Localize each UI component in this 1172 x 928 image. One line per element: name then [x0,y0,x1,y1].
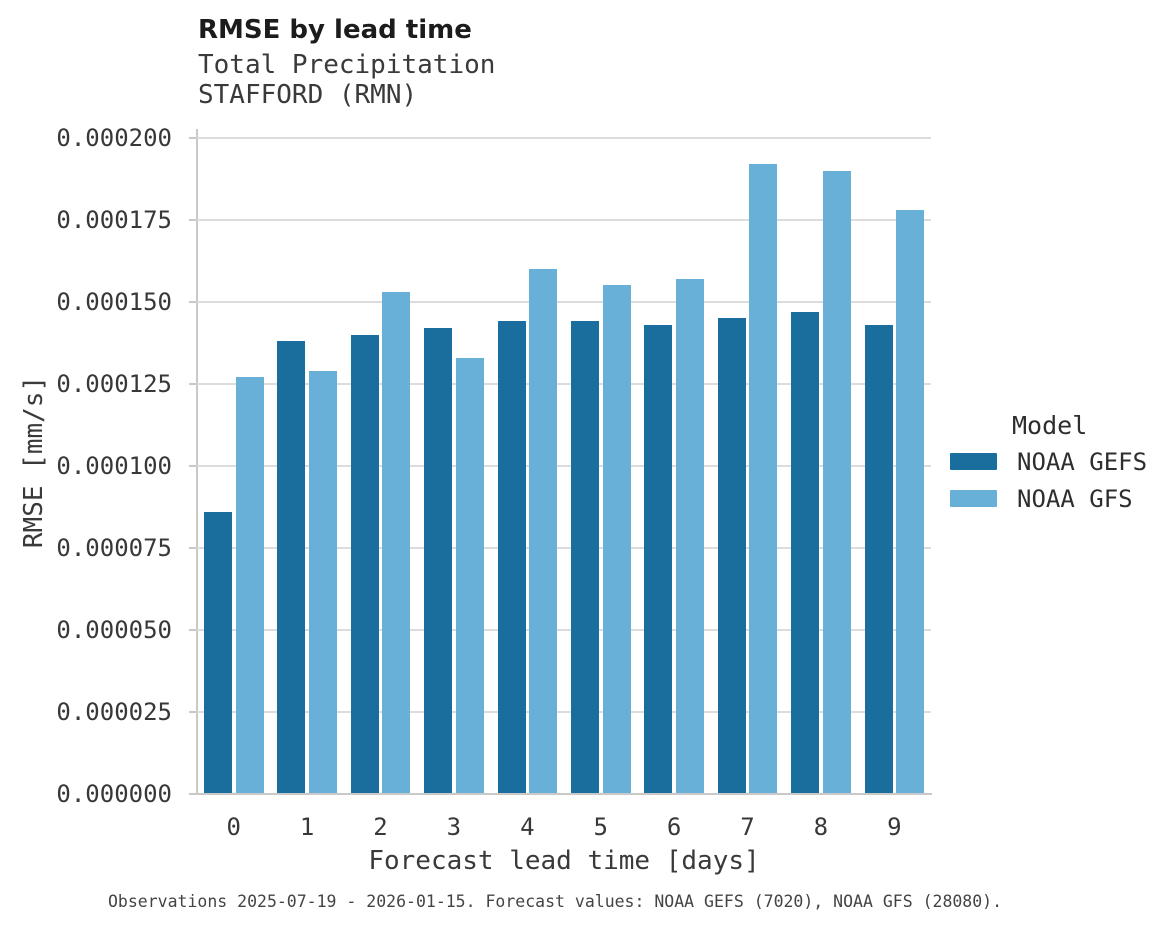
bar-noaa-gfs-lead-2 [382,291,411,794]
x-tick-label: 4 [520,813,535,841]
x-tick-label: 1 [299,813,315,841]
legend: Model NOAA GEFS NOAA GFS [950,410,1170,516]
gridline [197,546,931,549]
x-tick-label: 3 [446,813,462,841]
y-tick-label: 0.000075 [56,533,172,562]
x-tick-label: 8 [813,813,829,841]
x-tick-label: 7 [740,813,755,841]
bar-noaa-gfs-lead-4 [529,268,558,794]
page-title: RMSE by lead time [198,15,472,45]
bar-noaa-gefs-lead-0 [203,511,232,794]
legend-entry-noaa-gfs: NOAA GFS [950,481,1170,516]
x-tick-label: 6 [666,813,682,841]
x-axis-label: Forecast lead time [days] [368,846,760,876]
x-tick-label: 5 [593,813,608,841]
y-tick-label: 0.000175 [56,205,172,234]
legend-title: Model [1012,411,1088,440]
bar-noaa-gefs-lead-7 [717,318,746,794]
legend-label: NOAA GEFS [1017,447,1148,476]
bar-noaa-gefs-lead-6 [644,324,673,794]
y-tick-mark [189,546,197,549]
bar-noaa-gfs-lead-7 [749,163,778,794]
y-axis-spine [196,129,198,795]
legend-swatch [950,453,997,470]
bar-noaa-gefs-lead-2 [350,334,379,794]
legend-swatch [950,490,997,507]
gridline [197,218,931,221]
legend-entry-noaa-gefs: NOAA GEFS [950,444,1170,479]
bar-noaa-gfs-lead-9 [896,209,925,794]
gridline [197,300,931,303]
bar-noaa-gefs-lead-8 [791,311,820,794]
plot-area [197,129,931,794]
bar-noaa-gefs-lead-3 [424,328,453,794]
x-tick-label: 9 [887,813,902,841]
y-tick-mark [189,628,197,631]
x-axis-spine [196,793,932,795]
chart-subtitle-station: STAFFORD (RMN) [198,80,418,110]
bar-noaa-gfs-lead-0 [235,377,264,794]
gridline [197,382,931,385]
y-tick-label: 0.000150 [56,287,172,316]
bar-noaa-gfs-lead-8 [822,170,851,794]
legend-label: NOAA GFS [1017,484,1133,513]
gridline [197,628,931,631]
y-tick-label: 0.000025 [56,697,172,726]
bar-noaa-gefs-lead-9 [864,324,893,794]
y-tick-mark [189,464,197,467]
gridline [197,710,931,713]
bar-noaa-gefs-lead-1 [277,341,306,794]
y-tick-label: 0.000100 [56,451,172,480]
bar-noaa-gfs-lead-6 [675,278,704,794]
x-tick-label: 2 [373,813,388,841]
bar-noaa-gefs-lead-4 [497,321,526,794]
y-tick-mark [189,136,197,139]
gridline [197,464,931,467]
chart-caption: Observations 2025-07-19 - 2026-01-15. Fo… [108,892,1003,911]
bar-noaa-gfs-lead-1 [308,370,337,794]
y-tick-mark [189,793,197,795]
y-tick-label: 0.000050 [56,615,172,644]
y-tick-label: 0.000200 [56,123,172,152]
x-tick-label: 0 [226,813,241,841]
y-tick-mark [189,382,197,385]
legend-entries: NOAA GEFS NOAA GFS [950,444,1170,516]
chart-subtitle-variable: Total Precipitation [198,50,496,80]
y-tick-label: 0.000125 [56,369,172,398]
y-tick-mark [189,710,197,713]
bar-noaa-gfs-lead-3 [455,357,484,794]
y-tick-label: 0.000000 [56,780,172,808]
y-tick-mark [189,218,197,221]
y-tick-mark [189,300,197,303]
bar-noaa-gefs-lead-5 [570,321,599,794]
gridline [197,136,931,139]
bar-noaa-gfs-lead-5 [602,285,631,794]
